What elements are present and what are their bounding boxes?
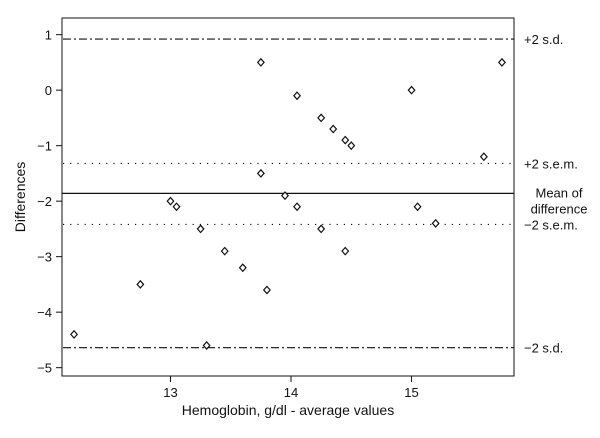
data-point	[172, 202, 181, 212]
y-axis: 1 0 −1 −2 −3 −4 −5	[37, 28, 62, 376]
data-point	[317, 113, 326, 123]
data-point	[136, 279, 145, 289]
data-points	[70, 57, 506, 350]
y-tick-label: −4	[37, 305, 52, 320]
reference-line-label: +2 s.d.	[524, 32, 563, 47]
data-point	[166, 196, 175, 206]
reference-line-label: −2 s.d.	[524, 341, 563, 356]
y-axis-title: Differences	[12, 162, 28, 233]
data-point	[413, 202, 422, 212]
x-tick-label: 13	[163, 385, 177, 400]
y-tick-label: −1	[37, 139, 52, 154]
y-tick-label: −2	[37, 194, 52, 209]
x-axis: 13 14 15	[163, 376, 419, 400]
data-point	[317, 224, 326, 234]
reference-labels: +2 s.d. +2 s.e.m. −2 s.e.m. −2 s.d.	[524, 32, 578, 356]
data-point	[280, 191, 289, 201]
data-point	[407, 85, 416, 95]
data-point	[347, 141, 356, 151]
data-point	[262, 285, 271, 295]
data-point	[431, 218, 440, 228]
x-axis-title: Hemoglobin, g/dl - average values	[182, 402, 394, 418]
data-point	[341, 135, 350, 145]
y-tick-label: 0	[45, 83, 52, 98]
data-point	[479, 152, 488, 162]
reference-lines	[63, 38, 514, 349]
y-tick-label: −3	[37, 250, 52, 265]
data-point	[202, 340, 211, 350]
data-point	[329, 124, 338, 134]
data-point	[256, 168, 265, 178]
plot-frame	[61, 17, 515, 377]
reference-line-label: +2 s.e.m.	[524, 156, 578, 171]
x-tick-label: 15	[404, 385, 418, 400]
data-point	[256, 57, 265, 67]
y-tick-label: −5	[37, 361, 52, 376]
reference-line-label: −2 s.e.m.	[524, 217, 578, 232]
data-point	[238, 263, 247, 273]
data-point	[293, 91, 302, 101]
data-point	[293, 202, 302, 212]
data-point	[220, 246, 229, 256]
data-point	[341, 246, 350, 256]
mean-label-line-1: Mean of	[536, 185, 583, 200]
mean-label-line-2: difference	[531, 201, 588, 216]
data-point	[196, 224, 205, 234]
data-point	[497, 57, 506, 67]
y-tick-label: 1	[45, 28, 52, 43]
data-point	[70, 329, 79, 339]
x-tick-label: 14	[284, 385, 298, 400]
